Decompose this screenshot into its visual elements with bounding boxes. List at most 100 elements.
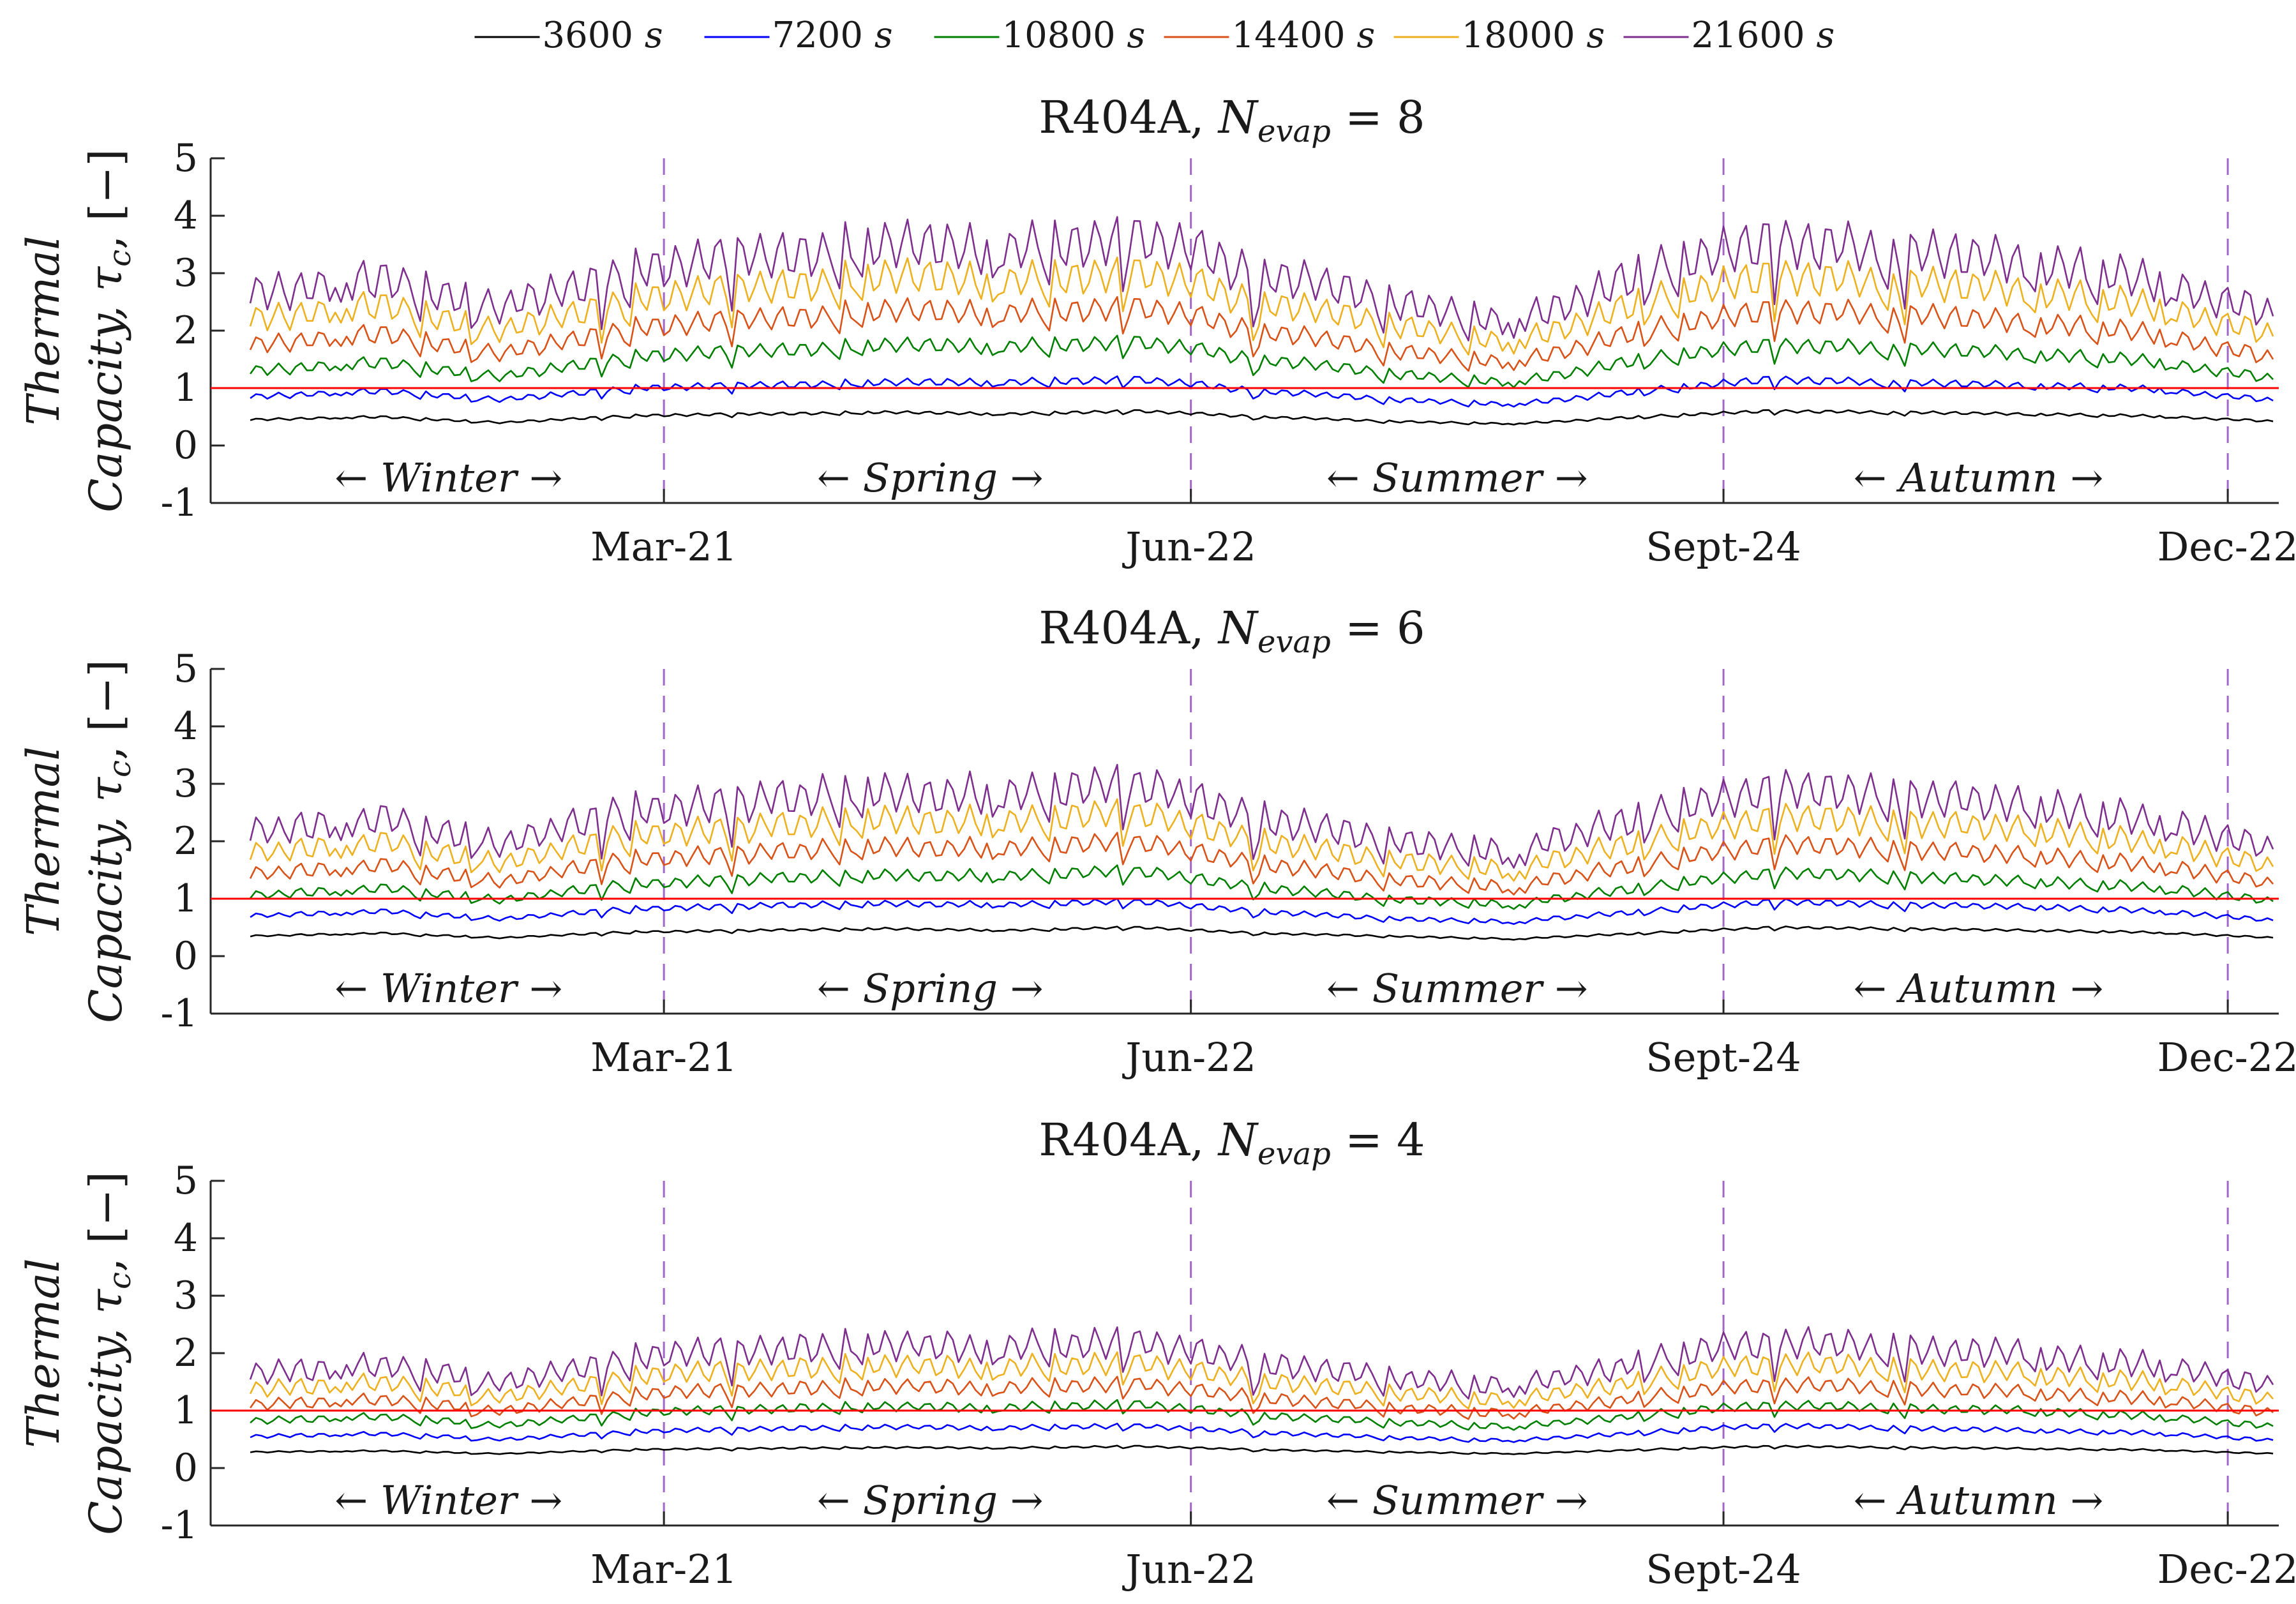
y-tick-label: 0 [174,934,198,978]
y-axis-label-subscript: c [102,250,138,267]
season-label: ← Autumn → [1854,965,2104,1012]
y-tick-label: 1 [174,366,198,410]
x-tick-label: Mar-21 [590,523,737,570]
y-axis-label-subscript: c [102,760,138,777]
series-line-3600-s [250,408,2274,426]
chart-title-subscript: evap [1257,1136,1331,1172]
panel-2: R404A, Nevap = 6 -1 0 1 2 3 4 5 Mar-21 Jun-22 Sept… [17,602,2296,1081]
legend-entry-unit: s [1586,15,1605,56]
y-axis-label-word: Capacity, [80,1328,132,1535]
chart-title-symbol: N [1217,602,1259,654]
legend-entry-unit: s [1816,15,1835,56]
legend-entry-10800: 10800 s [1002,15,1146,56]
legend-entry-unit: s [874,15,893,56]
y-tick-label: 2 [174,1331,198,1375]
y-axis-label-unit: , [−] [80,1171,132,1272]
series-line-18000-s [249,256,2274,356]
legend-entry-unit: s [1127,15,1145,56]
series-line-21600-s [249,763,2274,869]
series-line-10800-s [250,1398,2274,1431]
season-label: ← Spring → [817,454,1044,501]
series-line-10800-s [250,864,2274,910]
x-tick-label: Jun-22 [1122,523,1256,570]
y-axis-label-line2: Capacity, τc, [−] [80,659,138,1023]
season-label: ← Autumn → [1854,1477,2104,1524]
y-axis-label-word: Capacity, [80,816,132,1023]
y-axis-label-space [80,292,132,306]
legend-entry-value: 21600 [1692,15,1805,56]
x-tick-label: Mar-21 [590,1034,737,1081]
x-tick-label: Jun-22 [1122,1546,1256,1593]
season-label: ← Winter → [334,1477,562,1524]
series-line-21600-s [249,1326,2274,1400]
x-tick-label: Dec-22 [2157,1034,2296,1081]
legend-entry-space [863,15,874,56]
series-line-3600-s [250,926,2274,941]
y-axis-label-line2: Capacity, τc, [−] [80,1171,138,1535]
y-axis-label-symbol: τ [80,266,132,292]
chart-title-prefix: R404A, [1039,602,1218,654]
y-tick-label: 5 [174,1158,198,1203]
season-label: ← Summer → [1326,965,1588,1012]
chart-title-symbol: N [1217,91,1259,144]
y-tick-label: -1 [161,991,198,1036]
y-tick-label: 5 [174,136,198,181]
chart-title-suffix: = 6 [1331,602,1425,654]
chart-title-subscript: evap [1257,114,1331,149]
season-label: ← Summer → [1326,1477,1588,1524]
legend-entry-value: 10800 [1002,15,1116,56]
y-tick-label: 4 [174,704,198,749]
legend-entry-space [1805,15,1817,56]
season-label: ← Winter → [334,454,562,501]
legend-entry-21600: 21600 s [1692,15,1835,56]
x-tick-label: Mar-21 [590,1546,737,1593]
y-axis-label-symbol: τ [80,1289,132,1314]
panel-3: R404A, Nevap = 4 -1 0 1 2 3 4 5 Mar-21 Jun-22 Sept… [17,1114,2296,1593]
legend-entry-value: 18000 [1462,15,1575,56]
y-axis-label-space [80,802,132,816]
x-tick-label: Sept-24 [1646,1546,1801,1593]
legend-entry-14400: 14400 s [1232,15,1376,56]
legend-entry-value: 7200 [772,15,864,56]
y-axis-label-unit: , [−] [80,149,132,250]
x-tick-label: Sept-24 [1646,523,1801,570]
y-axis-label-line2: Capacity, τc, [−] [80,149,138,513]
x-tick-label: Sept-24 [1646,1034,1801,1081]
y-tick-label: 4 [174,1216,198,1261]
legend-entry-space [1575,15,1587,56]
y-tick-label: 5 [174,647,198,691]
y-tick-label: 3 [174,761,198,806]
y-tick-label: 1 [174,876,198,921]
series-line-14400-s [249,832,2274,896]
season-label: ← Autumn → [1854,454,2104,501]
y-axis-label-space [80,1314,132,1328]
series-line-7200-s [250,897,2274,926]
series-line-7200-s [250,375,2274,408]
y-axis-label-word: Capacity, [80,306,132,513]
season-label: ← Winter → [334,965,562,1012]
y-tick-label: 1 [174,1388,198,1433]
y-axis-label-subscript: c [102,1272,138,1289]
legend-entry-18000: 18000 s [1462,15,1605,56]
y-tick-label: 0 [174,423,198,468]
legend-entry-value: 14400 [1232,15,1346,56]
chart-title-symbol: N [1217,1114,1259,1166]
legend-entry-value: 3600 [543,15,634,56]
y-tick-label: 0 [174,1446,198,1490]
x-tick-label: Dec-22 [2157,1546,2296,1593]
legend-entry-3600: 3600 s [543,15,663,56]
y-tick-label: 2 [174,819,198,864]
legend-entry-space [1346,15,1357,56]
y-axis-label-line1: Thermal [17,1258,70,1448]
y-tick-label: 4 [174,193,198,238]
legend-entry-7200: 7200 s [772,15,893,56]
panel-1: R404A, Nevap = 8 -1 0 1 2 3 4 5 Mar-21 Jun-22 Sept… [17,91,2296,570]
y-axis-label-unit: , [−] [80,659,132,760]
chart-title-prefix: R404A, [1039,91,1218,144]
legend: 3600 s 7200 s 10800 s 14400 s 18000 s 21600 s [474,15,1835,56]
panels: R404A, Nevap = 8 -1 0 1 2 3 4 5 Mar-21 Jun-22 Sept… [17,91,2296,1593]
y-tick-label: -1 [161,481,198,525]
series-line-14400-s [249,296,2274,372]
